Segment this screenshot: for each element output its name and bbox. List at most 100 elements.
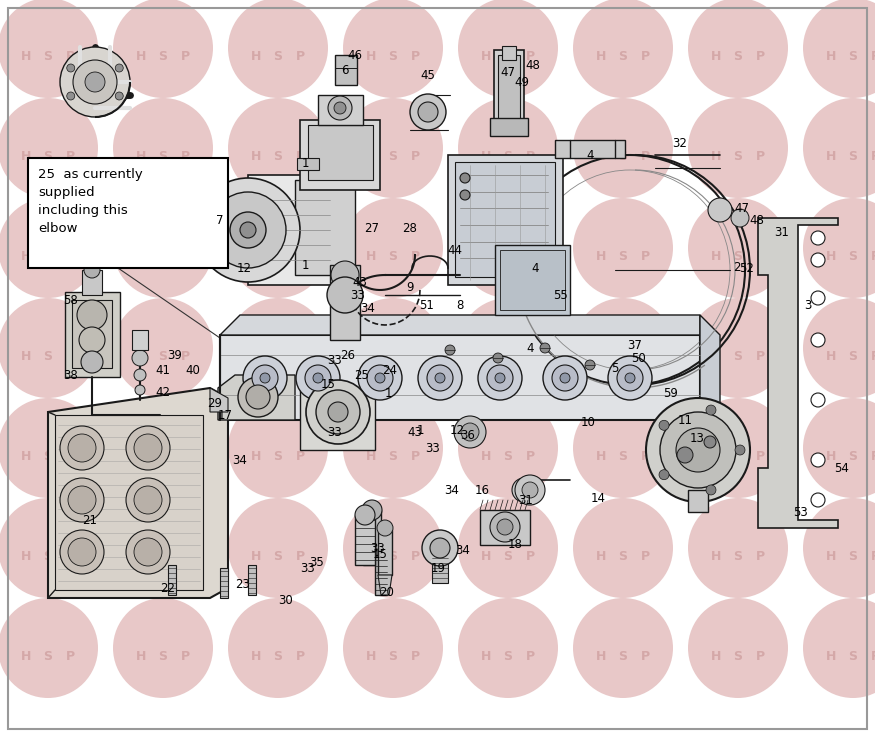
Circle shape — [228, 398, 328, 498]
Circle shape — [552, 365, 578, 391]
Text: H: H — [481, 150, 491, 162]
Circle shape — [803, 298, 875, 398]
Circle shape — [0, 0, 98, 98]
FancyBboxPatch shape — [28, 158, 228, 268]
Text: P: P — [296, 450, 304, 463]
Text: 29: 29 — [207, 397, 222, 410]
Polygon shape — [210, 388, 228, 412]
Text: P: P — [871, 450, 875, 463]
Bar — [494, 50, 524, 125]
Bar — [432, 555, 448, 583]
Circle shape — [646, 398, 750, 502]
Text: 33: 33 — [351, 288, 366, 301]
Text: P: P — [180, 349, 190, 363]
Text: 21: 21 — [82, 514, 97, 526]
Text: P: P — [871, 250, 875, 262]
Text: 49: 49 — [514, 75, 529, 88]
Circle shape — [0, 398, 98, 498]
Circle shape — [196, 178, 300, 282]
Text: H: H — [826, 550, 836, 562]
Text: H: H — [21, 349, 31, 363]
Text: 9: 9 — [406, 281, 414, 293]
Text: S: S — [388, 349, 397, 363]
Text: 1: 1 — [416, 424, 424, 436]
Circle shape — [803, 498, 875, 598]
Circle shape — [68, 486, 96, 514]
Text: 15: 15 — [320, 377, 335, 391]
Circle shape — [811, 453, 825, 467]
Text: H: H — [826, 150, 836, 162]
Circle shape — [688, 498, 788, 598]
Circle shape — [60, 47, 130, 117]
Circle shape — [343, 98, 443, 198]
Text: S: S — [158, 250, 167, 262]
Bar — [132, 330, 148, 350]
Text: P: P — [180, 649, 190, 663]
Bar — [248, 565, 256, 595]
Text: 51: 51 — [420, 298, 435, 312]
Circle shape — [331, 261, 359, 289]
Circle shape — [305, 365, 331, 391]
Text: P: P — [66, 649, 74, 663]
Bar — [295, 180, 355, 275]
Circle shape — [497, 519, 513, 535]
Circle shape — [458, 398, 558, 498]
Text: H: H — [710, 349, 721, 363]
Bar — [378, 530, 392, 575]
Circle shape — [73, 60, 117, 104]
Text: 4: 4 — [531, 262, 539, 274]
Bar — [82, 270, 102, 295]
Circle shape — [811, 253, 825, 267]
Circle shape — [458, 198, 558, 298]
Circle shape — [79, 327, 105, 353]
Text: H: H — [596, 649, 606, 663]
Text: S: S — [388, 450, 397, 463]
Text: P: P — [66, 250, 74, 262]
Bar — [300, 120, 380, 190]
Text: 41: 41 — [156, 363, 171, 377]
Circle shape — [328, 402, 348, 422]
Text: H: H — [251, 649, 262, 663]
Text: S: S — [388, 150, 397, 162]
Circle shape — [134, 538, 162, 566]
Text: S: S — [158, 349, 167, 363]
Circle shape — [355, 505, 375, 525]
Text: 47: 47 — [734, 201, 750, 214]
Circle shape — [458, 298, 558, 398]
Text: H: H — [596, 450, 606, 463]
Circle shape — [367, 365, 393, 391]
Text: P: P — [525, 250, 535, 262]
Bar — [72, 300, 112, 368]
Circle shape — [677, 447, 693, 463]
Text: S: S — [503, 649, 513, 663]
Text: 42: 42 — [156, 385, 171, 399]
Circle shape — [296, 356, 340, 400]
Text: P: P — [640, 250, 649, 262]
Text: P: P — [66, 550, 74, 562]
Text: S: S — [274, 450, 283, 463]
Circle shape — [430, 538, 450, 558]
Text: 46: 46 — [347, 49, 362, 61]
Text: H: H — [136, 349, 146, 363]
Circle shape — [68, 434, 96, 462]
Circle shape — [811, 393, 825, 407]
Text: H: H — [366, 649, 376, 663]
Text: S: S — [733, 49, 743, 63]
Circle shape — [85, 72, 105, 92]
Circle shape — [238, 377, 278, 417]
Text: H: H — [481, 649, 491, 663]
Text: P: P — [755, 450, 765, 463]
Circle shape — [706, 405, 716, 415]
Circle shape — [60, 426, 104, 470]
Circle shape — [0, 98, 98, 198]
Circle shape — [803, 98, 875, 198]
Text: H: H — [21, 250, 31, 262]
Text: H: H — [366, 550, 376, 562]
Text: P: P — [180, 550, 190, 562]
Text: S: S — [733, 450, 743, 463]
Text: P: P — [871, 49, 875, 63]
Text: S: S — [503, 250, 513, 262]
Text: H: H — [596, 349, 606, 363]
Text: H: H — [366, 250, 376, 262]
Bar — [555, 140, 625, 158]
